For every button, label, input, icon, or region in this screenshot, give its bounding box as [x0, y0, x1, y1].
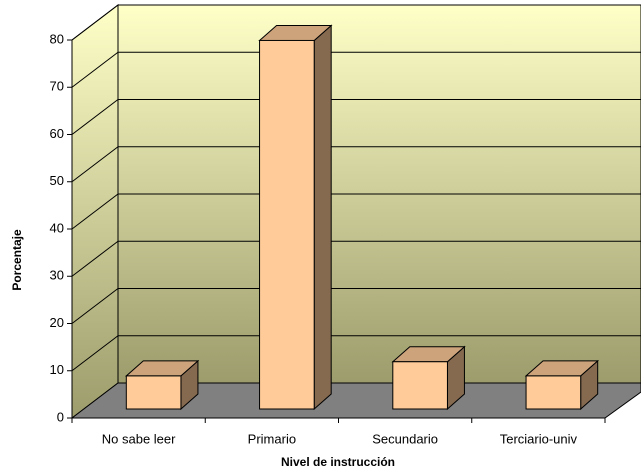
bar — [124, 359, 200, 411]
grid-line — [71, 4, 119, 41]
bar — [258, 24, 333, 411]
bar-side — [313, 24, 332, 411]
grid-line — [71, 193, 119, 230]
y-tick-label: 30 — [50, 268, 64, 283]
bar — [524, 359, 600, 411]
grid-line — [71, 240, 119, 277]
x-tick-label: No sabe leer — [102, 431, 176, 446]
x-tick-label: Secundario — [372, 431, 438, 446]
grid-line — [71, 146, 119, 183]
bar — [391, 345, 466, 411]
grid — [71, 4, 641, 372]
bar-front — [525, 375, 582, 410]
bar-front — [392, 361, 448, 410]
y-tick-label: 50 — [50, 173, 64, 188]
y-tick-label: 20 — [50, 315, 64, 330]
y-tick-label: 80 — [50, 31, 64, 46]
grid-line — [71, 288, 119, 324]
y-tick-label: 70 — [50, 79, 64, 94]
y-axis-title: Porcentaje — [10, 229, 24, 291]
x-axis-title: Nivel de instrucción — [281, 455, 395, 469]
x-tick-label: Primario — [248, 431, 296, 446]
y-tick-label: 10 — [50, 362, 64, 377]
grid-line — [71, 51, 119, 88]
grid-line — [71, 99, 119, 135]
bar-front — [125, 375, 182, 410]
bar-front — [259, 39, 315, 410]
y-tick-label: 0 — [57, 409, 64, 424]
x-tick-label: Terciario-univ — [500, 431, 578, 446]
y-tick-label: 40 — [50, 220, 64, 235]
grid-line — [71, 335, 119, 372]
y-tick-label: 60 — [50, 126, 64, 141]
